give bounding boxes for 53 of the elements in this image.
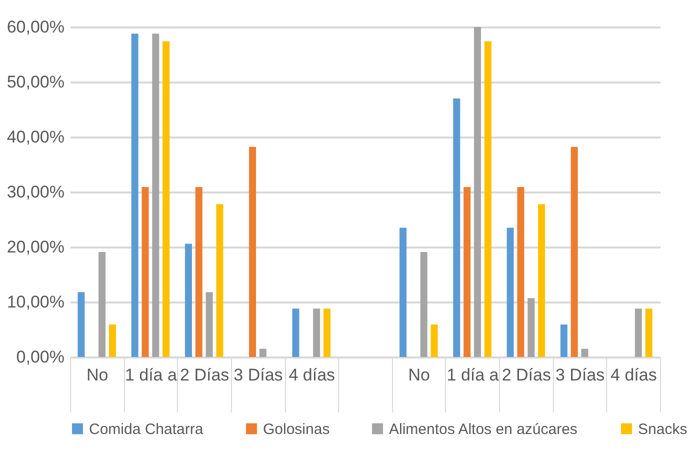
x-tick-label: 1 día a	[446, 366, 500, 384]
bar	[131, 34, 138, 357]
y-tick-label: 40,00%	[6, 128, 64, 146]
y-tick-label: 20,00%	[6, 238, 64, 256]
bar	[560, 324, 568, 357]
bar	[78, 292, 85, 357]
bar	[484, 41, 492, 357]
bar	[581, 348, 588, 357]
x-tick-label: 1 día a	[124, 366, 178, 384]
bar	[570, 146, 578, 357]
y-tick-label: 60,00%	[6, 18, 64, 36]
y-tick-label: 0,00%	[16, 348, 64, 366]
bar	[108, 324, 116, 357]
y-tick-label: 10,00%	[6, 292, 64, 312]
bar	[400, 228, 407, 357]
bar	[528, 298, 535, 357]
bar	[464, 187, 471, 357]
bar	[162, 41, 170, 357]
bar	[474, 27, 481, 357]
bar	[249, 146, 256, 357]
x-tick-label: No	[86, 366, 108, 384]
bar	[506, 228, 514, 357]
legend-label: Snacks	[638, 420, 688, 438]
bar	[184, 244, 192, 357]
bar	[453, 98, 460, 357]
x-tick-label: 4 días	[288, 366, 336, 384]
y-tick-label: 30,00%	[6, 182, 64, 202]
x-tick-label: 3 Días	[234, 366, 283, 384]
x-tick-label: 4 días	[610, 366, 657, 384]
bar	[313, 308, 320, 357]
x-tick-label: 2 Días	[502, 366, 551, 384]
bar	[206, 292, 213, 357]
bar	[142, 187, 149, 357]
bar	[634, 308, 642, 357]
legend-label: Golosinas	[263, 420, 330, 438]
y-tick-label: 50,00%	[6, 72, 64, 92]
bar	[259, 348, 266, 357]
legend-label: Comida Chatarra	[89, 420, 204, 438]
x-tick-label: No	[408, 366, 430, 384]
bar	[323, 308, 330, 357]
bar	[517, 187, 524, 357]
bar	[645, 308, 652, 357]
legend-label: Alimentos Altos en azúcares	[389, 420, 578, 438]
bar	[216, 204, 224, 357]
bar	[292, 308, 300, 357]
bar	[98, 252, 106, 357]
bar	[538, 204, 546, 357]
bar	[152, 34, 160, 357]
x-tick-label: 3 Días	[555, 366, 605, 384]
x-tick-label: 2 Días	[180, 366, 230, 384]
bar	[420, 252, 428, 357]
bar	[195, 187, 202, 357]
bar	[430, 324, 438, 357]
